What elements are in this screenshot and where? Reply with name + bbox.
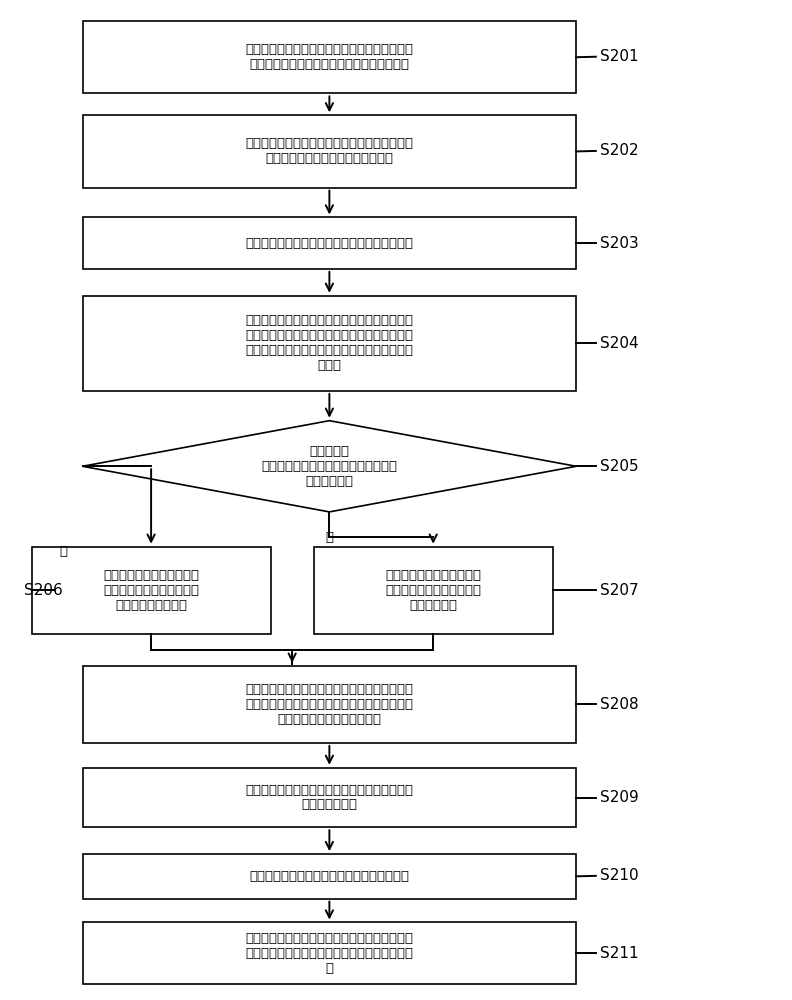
FancyBboxPatch shape xyxy=(82,21,577,93)
FancyBboxPatch shape xyxy=(82,922,577,984)
Text: 利用混合异构分布式计算系统根据设备拓扑结构
图按照负载均衡原则对目标任务进行负载调度处
理: 利用混合异构分布式计算系统根据设备拓扑结构 图按照负载均衡原则对目标任务进行负载… xyxy=(246,932,413,975)
Text: 根据各计算设备分别对应的设备编号信息、设备
类型、算力能力信息、以及目标设备间连接边信
息集合，建立设备拓扑结构图: 根据各计算设备分别对应的设备编号信息、设备 类型、算力能力信息、以及目标设备间连… xyxy=(246,683,413,726)
FancyBboxPatch shape xyxy=(314,547,553,634)
FancyBboxPatch shape xyxy=(82,768,577,827)
Polygon shape xyxy=(82,421,577,512)
FancyBboxPatch shape xyxy=(82,217,577,269)
Text: 是: 是 xyxy=(59,545,67,558)
Text: S208: S208 xyxy=(600,697,638,712)
Text: S207: S207 xyxy=(600,583,638,598)
Text: 判断设备间
连接边信息集合中是否存在冗余的设备
间连接边信息: 判断设备间 连接边信息集合中是否存在冗余的设备 间连接边信息 xyxy=(261,445,398,488)
Text: S206: S206 xyxy=(24,583,63,598)
FancyBboxPatch shape xyxy=(82,854,577,899)
Text: 将目标任务发送到混合异构分布式计算系统中: 将目标任务发送到混合异构分布式计算系统中 xyxy=(249,870,409,883)
Text: 遍历相互直连的各计算设备的物理链路信息，得
到由各计算设备的设备间连接边关系、物理链路
类型、以及通信理论带宽构成的设备间连接边信
息集合: 遍历相互直连的各计算设备的物理链路信息，得 到由各计算设备的设备间连接边关系、物… xyxy=(246,314,413,372)
Text: 将预构成的设备间连接边信
息集合确定为目标设备间连
接边信息集合: 将预构成的设备间连接边信 息集合确定为目标设备间连 接边信息集合 xyxy=(385,569,482,612)
Text: S204: S204 xyxy=(600,336,638,351)
Text: S210: S210 xyxy=(600,868,638,883)
Text: 分别获取各计算设备的设备类型及算力能力信息: 分别获取各计算设备的设备类型及算力能力信息 xyxy=(246,237,413,250)
FancyBboxPatch shape xyxy=(82,296,577,391)
Text: S205: S205 xyxy=(600,459,638,474)
FancyBboxPatch shape xyxy=(82,666,577,743)
Text: 对接收到的任务负载调度请求进行解析，得到待
调度的目标任务: 对接收到的任务负载调度请求进行解析，得到待 调度的目标任务 xyxy=(246,784,413,812)
Text: S202: S202 xyxy=(600,143,638,158)
Text: 对设备集合中的各计算设备进行编号操作，得到
各计算设备分别对应的设备编号信息: 对设备集合中的各计算设备进行编号操作，得到 各计算设备分别对应的设备编号信息 xyxy=(246,137,413,165)
FancyBboxPatch shape xyxy=(32,547,271,634)
Text: 遍历混合异构分布式计算系统中各计算节点，得
到由各计算节点中各计算设备构成的设备集合: 遍历混合异构分布式计算系统中各计算节点，得 到由各计算节点中各计算设备构成的设备… xyxy=(246,43,413,71)
Text: S211: S211 xyxy=(600,946,638,961)
Text: 对冗余的设备间连接边信息
进行删除操作，得到目标设
备间连接边信息集合: 对冗余的设备间连接边信息 进行删除操作，得到目标设 备间连接边信息集合 xyxy=(103,569,199,612)
FancyBboxPatch shape xyxy=(82,115,577,188)
Text: S209: S209 xyxy=(600,790,638,805)
Text: S203: S203 xyxy=(600,236,638,251)
Text: 否: 否 xyxy=(326,531,333,544)
Text: S201: S201 xyxy=(600,49,638,64)
